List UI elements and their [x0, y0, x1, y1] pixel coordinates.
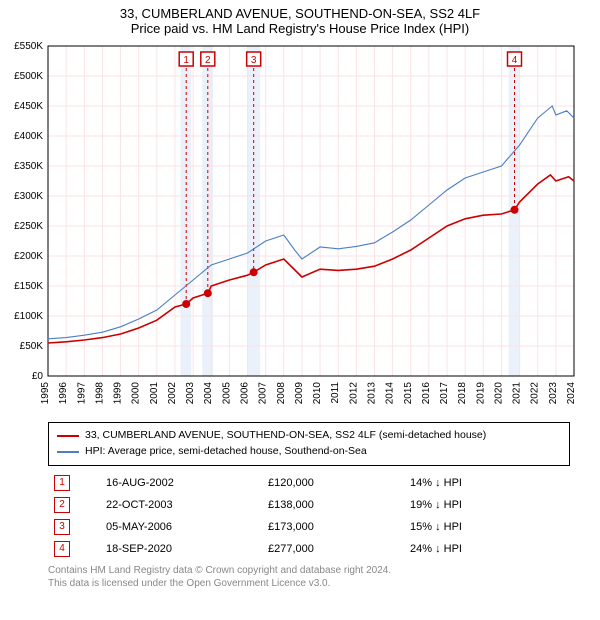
svg-text:£350K: £350K — [14, 161, 43, 172]
legend-swatch-property — [57, 435, 79, 437]
svg-text:2020: 2020 — [493, 382, 504, 405]
svg-text:£450K: £450K — [14, 101, 43, 112]
svg-text:1995: 1995 — [40, 382, 51, 405]
svg-text:2010: 2010 — [312, 382, 323, 405]
svg-text:2015: 2015 — [403, 382, 414, 405]
svg-text:2000: 2000 — [131, 382, 142, 405]
sales-table: 1 16-AUG-2002£120,00014% ↓ HPI 2 22-OCT-200… — [48, 472, 570, 560]
svg-text:£200K: £200K — [14, 251, 43, 262]
footer: Contains HM Land Registry data © Crown c… — [48, 564, 570, 590]
sale-date: 22-OCT-2003 — [100, 494, 262, 516]
svg-text:2001: 2001 — [149, 382, 160, 405]
sale-price: £277,000 — [262, 538, 404, 560]
svg-text:£50K: £50K — [20, 341, 44, 352]
legend: 33, CUMBERLAND AVENUE, SOUTHEND-ON-SEA, … — [48, 422, 570, 466]
svg-text:£250K: £250K — [14, 221, 43, 232]
legend-label-hpi: HPI: Average price, semi-detached house,… — [85, 444, 367, 460]
svg-text:2011: 2011 — [330, 382, 341, 404]
svg-text:1996: 1996 — [58, 382, 69, 405]
svg-text:2005: 2005 — [221, 382, 232, 405]
svg-text:2007: 2007 — [258, 382, 269, 405]
svg-text:2019: 2019 — [475, 382, 486, 405]
table-row: 2 22-OCT-2003£138,00019% ↓ HPI — [48, 494, 570, 516]
svg-text:£100K: £100K — [14, 311, 43, 322]
svg-text:2004: 2004 — [203, 382, 214, 405]
legend-swatch-hpi — [57, 451, 79, 453]
svg-text:1: 1 — [183, 55, 189, 66]
svg-text:2016: 2016 — [421, 382, 432, 405]
title-subtitle: Price paid vs. HM Land Registry's House … — [0, 21, 600, 36]
svg-text:£0: £0 — [32, 371, 44, 382]
sale-delta: 14% ↓ HPI — [404, 472, 570, 494]
svg-text:2012: 2012 — [348, 382, 359, 405]
svg-text:2008: 2008 — [276, 382, 287, 405]
sale-date: 16-AUG-2002 — [100, 472, 262, 494]
legend-row: HPI: Average price, semi-detached house,… — [57, 444, 561, 460]
chart-svg: £0 £50K £100K £150K £200K £250K £300K £350K £400… — [0, 38, 600, 418]
svg-text:2014: 2014 — [385, 382, 396, 405]
sale-price: £173,000 — [262, 516, 404, 538]
svg-text:2022: 2022 — [530, 382, 541, 405]
table-row: 3 05-MAY-2006£173,00015% ↓ HPI — [48, 516, 570, 538]
legend-label-property: 33, CUMBERLAND AVENUE, SOUTHEND-ON-SEA, … — [85, 428, 486, 444]
svg-text:2: 2 — [205, 55, 211, 66]
table-row: 4 18-SEP-2020£277,00024% ↓ HPI — [48, 538, 570, 560]
footer-line1: Contains HM Land Registry data © Crown c… — [48, 564, 570, 577]
svg-text:1999: 1999 — [113, 382, 124, 405]
chart-container: 33, CUMBERLAND AVENUE, SOUTHEND-ON-SEA, … — [0, 0, 600, 590]
chart-area: £0 £50K £100K £150K £200K £250K £300K £350K £400… — [0, 38, 600, 418]
svg-text:2013: 2013 — [366, 382, 377, 405]
svg-text:2017: 2017 — [439, 382, 450, 405]
svg-text:2006: 2006 — [240, 382, 251, 405]
svg-text:2009: 2009 — [294, 382, 305, 405]
marker-box: 1 — [54, 475, 70, 491]
svg-text:£500K: £500K — [14, 71, 43, 82]
svg-text:2023: 2023 — [548, 382, 559, 405]
sale-delta: 15% ↓ HPI — [404, 516, 570, 538]
sale-delta: 24% ↓ HPI — [404, 538, 570, 560]
marker-box: 2 — [54, 497, 70, 513]
sale-delta: 19% ↓ HPI — [404, 494, 570, 516]
svg-text:2024: 2024 — [566, 382, 577, 405]
svg-text:2018: 2018 — [457, 382, 468, 405]
marker-box: 4 — [54, 541, 70, 557]
title-block: 33, CUMBERLAND AVENUE, SOUTHEND-ON-SEA, … — [0, 0, 600, 38]
marker-box: 3 — [54, 519, 70, 535]
svg-text:£400K: £400K — [14, 131, 43, 142]
svg-text:2002: 2002 — [167, 382, 178, 405]
sale-price: £120,000 — [262, 472, 404, 494]
svg-text:4: 4 — [512, 55, 518, 66]
svg-text:1998: 1998 — [94, 382, 105, 405]
svg-text:£300K: £300K — [14, 191, 43, 202]
svg-text:1997: 1997 — [76, 382, 87, 405]
table-row: 1 16-AUG-2002£120,00014% ↓ HPI — [48, 472, 570, 494]
sale-date: 18-SEP-2020 — [100, 538, 262, 560]
svg-text:2021: 2021 — [512, 382, 523, 405]
legend-row: 33, CUMBERLAND AVENUE, SOUTHEND-ON-SEA, … — [57, 428, 561, 444]
footer-line2: This data is licensed under the Open Gov… — [48, 577, 570, 590]
sale-price: £138,000 — [262, 494, 404, 516]
svg-text:£150K: £150K — [14, 281, 43, 292]
svg-text:2003: 2003 — [185, 382, 196, 405]
svg-text:3: 3 — [251, 55, 257, 66]
title-address: 33, CUMBERLAND AVENUE, SOUTHEND-ON-SEA, … — [0, 6, 600, 21]
sale-date: 05-MAY-2006 — [100, 516, 262, 538]
svg-text:£550K: £550K — [14, 41, 43, 52]
